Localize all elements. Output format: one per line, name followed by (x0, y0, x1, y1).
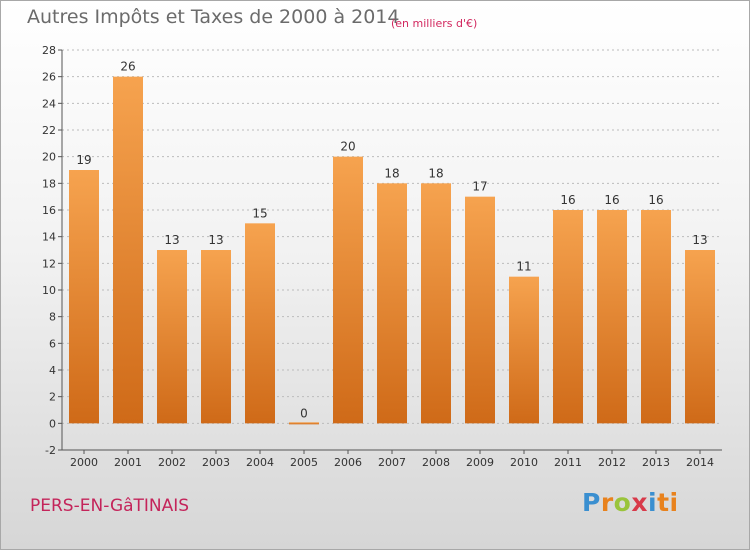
logo-letter: P (582, 488, 601, 517)
x-tick-label-2014: 2014 (686, 456, 714, 469)
x-tick-label-2013: 2013 (642, 456, 670, 469)
x-tick-label-2001: 2001 (114, 456, 142, 469)
value-label-2003: 13 (208, 233, 223, 247)
chart-title: Autres Impôts et Taxes de 2000 à 2014 (27, 6, 400, 28)
chart-subtitle: (en milliers d'€) (391, 17, 478, 30)
x-tick-label-2003: 2003 (202, 456, 230, 469)
y-tick-label: 0 (49, 417, 56, 430)
bar-2011 (553, 210, 583, 424)
y-tick-label: 26 (42, 71, 56, 84)
y-tick-label: 14 (42, 231, 56, 244)
value-label-2007: 18 (384, 166, 399, 180)
y-tick-label: 2 (49, 391, 56, 404)
x-tick-label-2006: 2006 (334, 456, 362, 469)
x-tick-label-2000: 2000 (70, 456, 98, 469)
value-label-2000: 19 (76, 153, 91, 167)
logo-letter: r (600, 488, 614, 517)
y-tick-label: 18 (42, 177, 56, 190)
y-tick-label: 28 (42, 44, 56, 57)
x-tick-label-2008: 2008 (422, 456, 450, 469)
x-tick-label-2011: 2011 (554, 456, 582, 469)
value-label-2012: 16 (604, 193, 619, 207)
y-tick-label: 12 (42, 257, 56, 270)
proxiti-logo[interactable]: Proxiti (582, 488, 679, 517)
value-label-2005: 0 (300, 406, 308, 420)
logo-letter: x (631, 488, 648, 517)
bar-2009 (465, 196, 495, 424)
bar-2000 (69, 170, 99, 424)
x-tick-label-2010: 2010 (510, 456, 538, 469)
logo-letter: ti (657, 488, 679, 517)
bar-2010 (509, 276, 539, 424)
value-label-2014: 13 (692, 233, 707, 247)
x-tick-label-2002: 2002 (158, 456, 186, 469)
bar-2013 (641, 210, 671, 424)
x-tick-label-2009: 2009 (466, 456, 494, 469)
value-labels: 19 26 13 13 15 0 20 18 18 17 11 16 16 16 13 (76, 60, 707, 421)
y-tick-label: 4 (49, 364, 56, 377)
x-tick-label-2007: 2007 (378, 456, 406, 469)
bar-2012 (597, 210, 627, 424)
bar-2002 (157, 250, 187, 424)
bar-2007 (377, 183, 407, 424)
value-label-2006: 20 (340, 140, 355, 154)
y-tick-label: 20 (42, 151, 56, 164)
value-label-2009: 17 (472, 180, 487, 194)
bar-2005 (289, 422, 319, 425)
logo-letter: i (648, 488, 658, 517)
logo-letter: o (613, 488, 632, 517)
y-tick-label: 22 (42, 124, 56, 137)
bar-2008 (421, 183, 451, 424)
y-tick-label: 16 (42, 204, 56, 217)
x-tick-label-2004: 2004 (246, 456, 274, 469)
value-label-2010: 11 (516, 260, 531, 274)
y-tick-label: 6 (49, 337, 56, 350)
bar-2004 (245, 223, 275, 424)
x-tick-label-2012: 2012 (598, 456, 626, 469)
value-label-2004: 15 (252, 206, 267, 220)
x-tick-label-2005: 2005 (290, 456, 318, 469)
y-tick-label: 8 (49, 311, 56, 324)
value-label-2002: 13 (164, 233, 179, 247)
bars (69, 76, 715, 425)
value-label-2008: 18 (428, 166, 443, 180)
bar-2001 (113, 76, 143, 424)
y-tick-label: -2 (45, 444, 56, 457)
commune-name: PERS-EN-GâTINAIS (30, 496, 190, 516)
bar-2006 (333, 156, 363, 424)
bar-2003 (201, 250, 231, 424)
value-label-2013: 16 (648, 193, 663, 207)
value-label-2011: 16 (560, 193, 575, 207)
y-tick-label: 10 (42, 284, 56, 297)
y-tick-label: 24 (42, 97, 56, 110)
value-label-2001: 26 (120, 60, 135, 74)
bar-2014 (685, 250, 715, 424)
